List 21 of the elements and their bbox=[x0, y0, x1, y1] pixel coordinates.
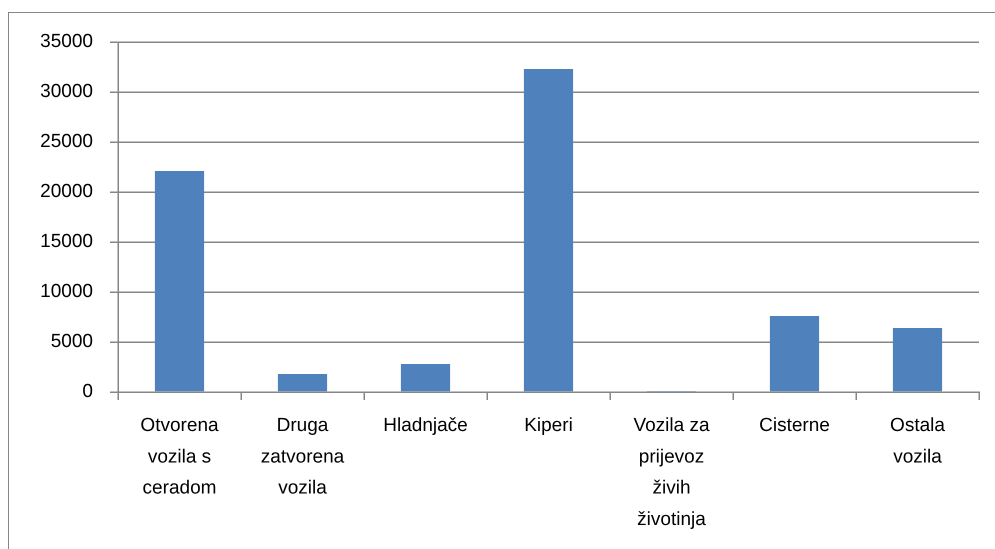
y-tick-label: 20000 bbox=[40, 181, 93, 202]
x-tick-label: Cisterne bbox=[759, 414, 830, 436]
bar bbox=[154, 171, 204, 392]
y-tick-label: 30000 bbox=[40, 81, 93, 102]
x-tick-label: Vozila za prijevoz živih životinja bbox=[633, 414, 710, 530]
bar bbox=[400, 364, 450, 392]
x-tick-label: Druga zatvorena vozila bbox=[260, 414, 345, 499]
y-tick-label: 0 bbox=[82, 381, 93, 402]
x-tick-label: Ostala vozila bbox=[890, 414, 946, 468]
y-tick-label: 15000 bbox=[40, 231, 93, 252]
y-tick-label: 10000 bbox=[40, 281, 93, 302]
y-tick-label: 25000 bbox=[40, 131, 93, 152]
x-tick-label: Otvorena vozila s ceradom bbox=[140, 414, 220, 499]
bar bbox=[278, 374, 328, 392]
x-tick-label: Hladnjače bbox=[383, 414, 468, 436]
y-tick-label: 35000 bbox=[40, 31, 93, 52]
bar bbox=[892, 328, 942, 392]
bar bbox=[770, 316, 820, 392]
bar bbox=[524, 69, 574, 392]
x-tick-label: Kiperi bbox=[524, 414, 573, 436]
y-tick-label: 5000 bbox=[50, 331, 93, 352]
